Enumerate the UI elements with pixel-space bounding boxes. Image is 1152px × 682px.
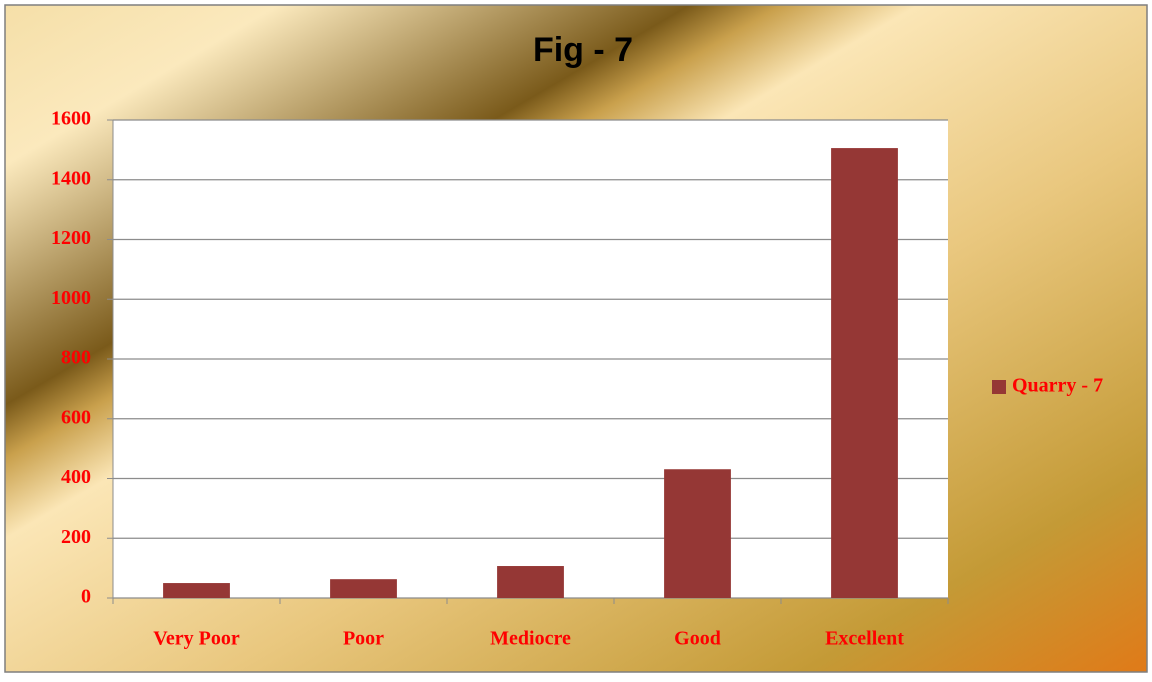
y-tick-label: 1600 (51, 108, 91, 130)
y-tick-label: 0 (81, 586, 91, 608)
bar (664, 469, 731, 598)
x-tick-label: Very Poor (153, 628, 240, 650)
bar (497, 566, 564, 598)
x-tick-label: Poor (343, 628, 384, 650)
legend-label: Quarry - 7 (1012, 375, 1103, 397)
y-tick-label: 600 (61, 406, 91, 428)
x-tick-label: Excellent (825, 628, 904, 650)
chart-title: Fig - 7 (533, 31, 633, 69)
x-tick-label: Mediocre (490, 628, 571, 650)
bar (831, 148, 898, 598)
y-tick-label: 400 (61, 466, 91, 488)
bar (330, 579, 397, 598)
y-tick-label: 800 (61, 347, 91, 369)
x-tick-label: Good (674, 628, 721, 650)
y-tick-label: 200 (61, 526, 91, 548)
legend-swatch (992, 380, 1006, 394)
y-tick-label: 1200 (51, 227, 91, 249)
y-tick-label: 1400 (51, 167, 91, 189)
bar (163, 583, 230, 598)
y-tick-label: 1000 (51, 287, 91, 309)
